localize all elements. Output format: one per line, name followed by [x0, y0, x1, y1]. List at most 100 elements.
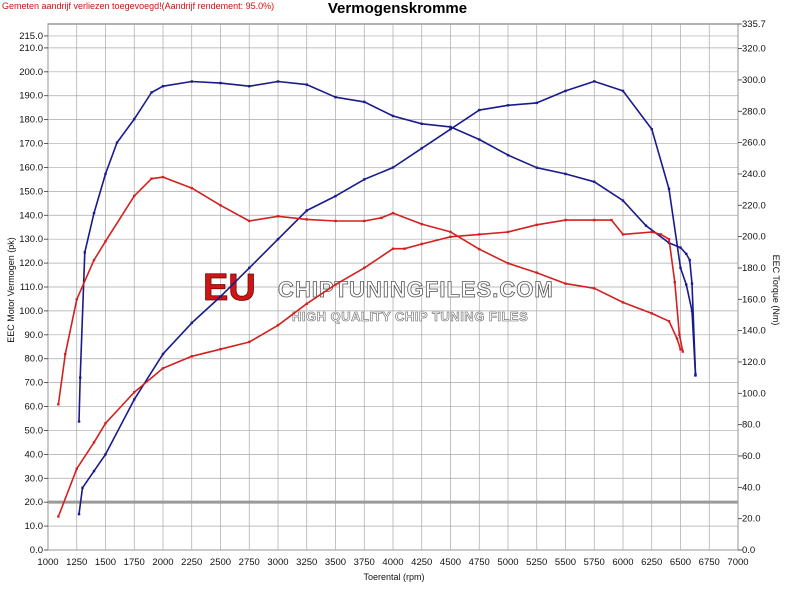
data-point	[219, 81, 222, 85]
y-tick-label: 140.0	[19, 210, 43, 221]
data-point	[420, 147, 423, 150]
y-tick-label: 60.0	[25, 402, 44, 413]
y2-tick-label: 60.0	[742, 451, 761, 462]
data-point	[92, 441, 96, 444]
x-tick-label: 6250	[641, 557, 662, 568]
y2-tick-label: 300.0	[742, 75, 766, 86]
y-tick-label: 215.0	[19, 31, 43, 42]
data-point	[667, 237, 671, 241]
data-point	[506, 262, 510, 265]
data-point	[161, 352, 165, 356]
x-tick-label: 4750	[469, 557, 490, 568]
data-point	[391, 166, 395, 169]
data-point	[506, 104, 510, 107]
watermark: EU CHIPTUNINGFILES.COM HIGH QUALITY CHIP…	[203, 267, 553, 325]
data-point	[621, 233, 625, 236]
y2-tick-label: 240.0	[742, 169, 766, 180]
series-line-1-torque	[78, 80, 697, 422]
x-tick-label: 5250	[526, 557, 547, 568]
data-point	[391, 114, 395, 118]
data-point	[675, 337, 679, 340]
data-point	[621, 301, 625, 304]
data-point	[104, 240, 107, 243]
x-tick-label: 3000	[267, 557, 288, 568]
data-point	[535, 271, 538, 274]
data-point	[276, 80, 280, 83]
data-point	[673, 281, 676, 284]
data-point	[92, 211, 96, 215]
data-point	[621, 199, 625, 202]
y-tick-label: 180.0	[19, 115, 43, 126]
data-point	[161, 175, 165, 179]
data-point	[161, 367, 165, 370]
data-point	[644, 224, 648, 227]
data-point	[334, 95, 337, 99]
data-point	[276, 324, 280, 327]
y2-tick-label: 80.0	[742, 420, 761, 431]
data-point	[403, 247, 406, 250]
x-tick-label: 3750	[354, 557, 375, 568]
data-point	[276, 215, 280, 218]
data-point	[391, 247, 395, 250]
data-point	[420, 122, 423, 126]
data-point	[75, 298, 78, 301]
data-point	[83, 251, 86, 254]
y-tick-label: 30.0	[25, 473, 44, 484]
data-point	[506, 153, 510, 157]
y2-tick-label: 20.0	[742, 514, 761, 525]
x-tick-label: 2500	[210, 557, 231, 568]
data-point	[535, 223, 538, 227]
data-point	[64, 352, 67, 356]
data-point	[690, 282, 694, 285]
data-point	[564, 282, 567, 285]
data-point	[449, 125, 452, 129]
y-tick-label: 50.0	[25, 425, 44, 436]
data-point	[219, 295, 222, 298]
data-point	[420, 222, 423, 226]
y2-tick-label: 40.0	[742, 482, 761, 493]
y-tick-label: 130.0	[19, 234, 43, 245]
data-point	[150, 91, 153, 94]
data-point	[593, 218, 596, 222]
data-point	[506, 230, 510, 234]
y2-tick-label: 0.0	[742, 545, 755, 556]
x-tick-label: 4000	[382, 557, 403, 568]
data-point	[219, 347, 222, 351]
data-point	[363, 266, 366, 270]
chart-title: Vermogenskromme	[327, 0, 468, 17]
data-point	[391, 211, 395, 215]
y-tick-label: 200.0	[19, 67, 43, 78]
data-point	[593, 180, 596, 183]
y-tick-label: 210.0	[19, 43, 43, 54]
x-tick-label: 6500	[670, 557, 691, 568]
data-point	[190, 80, 193, 83]
y2-tick-label: 200.0	[742, 232, 766, 243]
data-point	[535, 101, 538, 105]
data-point	[115, 141, 119, 144]
data-point	[449, 128, 452, 131]
x-tick-label: 1500	[95, 557, 116, 568]
data-point	[334, 283, 337, 286]
data-point	[685, 283, 688, 286]
y-tick-label: 10.0	[25, 521, 44, 532]
data-point	[667, 187, 671, 191]
x-tick-label: 4500	[440, 557, 461, 568]
data-point	[57, 403, 60, 406]
data-point	[133, 398, 136, 401]
data-point	[133, 391, 136, 394]
data-point	[659, 233, 663, 236]
x-tick-label: 5000	[497, 557, 518, 568]
data-point	[363, 219, 366, 223]
x-tick-label: 5500	[555, 557, 576, 568]
data-point	[305, 302, 308, 305]
data-point	[305, 218, 308, 221]
data-point	[305, 83, 308, 86]
x-tick-label: 1750	[124, 557, 145, 568]
data-point	[694, 374, 697, 377]
x-tick-label: 3500	[325, 557, 346, 568]
watermark-tagline: HIGH QUALITY CHIP TUNING FILES	[292, 309, 528, 324]
y2-axis-label: EEC Torque (Nm)	[771, 255, 781, 326]
data-point	[57, 515, 60, 518]
y2-tick-label: 220.0	[742, 200, 766, 211]
data-point	[190, 321, 193, 325]
